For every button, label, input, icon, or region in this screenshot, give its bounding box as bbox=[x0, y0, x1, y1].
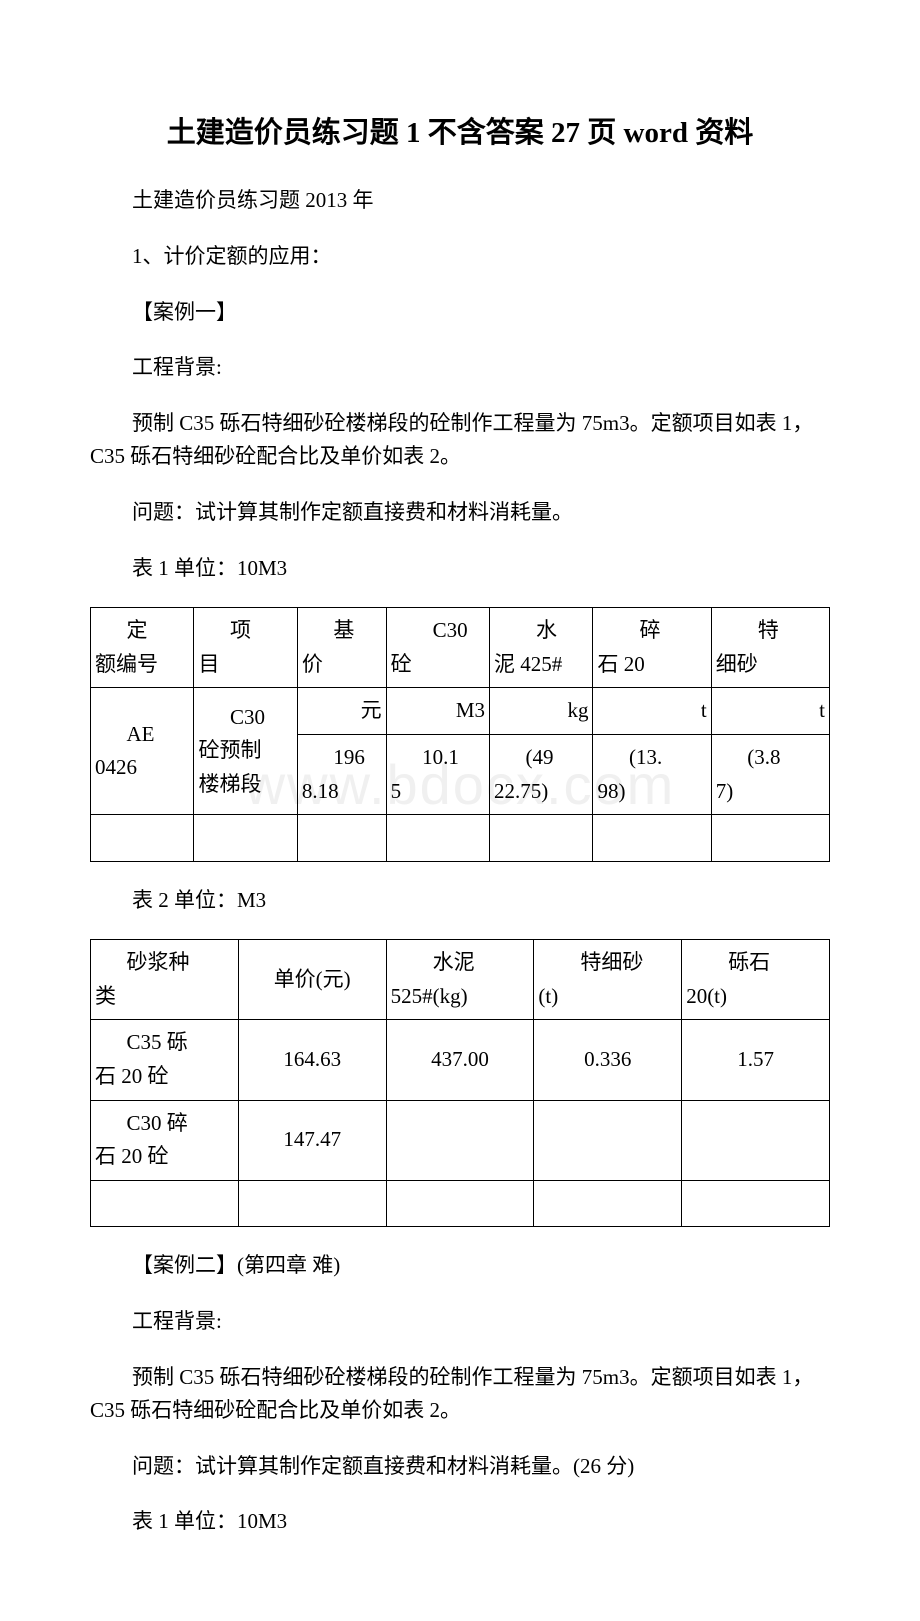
table-row bbox=[91, 1180, 830, 1227]
table-cell: 砂浆种类 bbox=[91, 940, 239, 1020]
table-cell bbox=[91, 815, 194, 862]
table-cell: C30 碎石 20 砼 bbox=[91, 1100, 239, 1180]
table-cell bbox=[91, 1180, 239, 1227]
table-cell: 164.63 bbox=[238, 1020, 386, 1100]
case1-label: 【案例一】 bbox=[90, 296, 830, 330]
table-cell: 437.00 bbox=[386, 1020, 534, 1100]
table-cell: (4922.75) bbox=[490, 734, 593, 814]
background-label-1: 工程背景: bbox=[90, 351, 830, 385]
table-cell bbox=[490, 815, 593, 862]
table-cell: kg bbox=[490, 688, 593, 735]
table-2: 砂浆种类 单价(元) 水泥525#(kg) 特细砂(t) 砾石20(t) C35… bbox=[90, 939, 830, 1227]
table-cell: 砾石20(t) bbox=[682, 940, 830, 1020]
question-2: 问题：试计算其制作定额直接费和材料消耗量。(26 分) bbox=[90, 1450, 830, 1484]
table-cell bbox=[238, 1180, 386, 1227]
table-cell: C30砼 bbox=[386, 608, 489, 688]
table-row: C35 砾石 20 砼 164.63 437.00 0.336 1.57 bbox=[91, 1020, 830, 1100]
table-cell: C30砼预制楼梯段 bbox=[194, 688, 297, 815]
table-cell bbox=[593, 815, 711, 862]
table-cell: 特细砂(t) bbox=[534, 940, 682, 1020]
case2-label: 【案例二】(第四章 难) bbox=[90, 1249, 830, 1283]
table-cell bbox=[386, 1180, 534, 1227]
table-cell: 0.336 bbox=[534, 1020, 682, 1100]
table-row: AE0426 C30砼预制楼梯段 元 M3 kg t t bbox=[91, 688, 830, 735]
table-cell bbox=[534, 1180, 682, 1227]
table-row: 砂浆种类 单价(元) 水泥525#(kg) 特细砂(t) 砾石20(t) bbox=[91, 940, 830, 1020]
table-cell: (13.98) bbox=[593, 734, 711, 814]
table-cell bbox=[682, 1100, 830, 1180]
question-1: 问题：试计算其制作定额直接费和材料消耗量。 bbox=[90, 496, 830, 530]
table-cell bbox=[297, 815, 386, 862]
table-cell: 水泥525#(kg) bbox=[386, 940, 534, 1020]
table-cell bbox=[194, 815, 297, 862]
table-row bbox=[91, 815, 830, 862]
table-cell: 147.47 bbox=[238, 1100, 386, 1180]
table-cell: 特细砂 bbox=[711, 608, 829, 688]
table1-caption: 表 1 单位：10M3 bbox=[90, 552, 830, 586]
table-cell: 元 bbox=[297, 688, 386, 735]
table-cell: 水泥 425# bbox=[490, 608, 593, 688]
table-cell: AE0426 bbox=[91, 688, 194, 815]
item-1: 1、计价定额的应用： bbox=[90, 240, 830, 274]
table-cell: M3 bbox=[386, 688, 489, 735]
table-cell: 单价(元) bbox=[238, 940, 386, 1020]
table-row: C30 碎石 20 砼 147.47 bbox=[91, 1100, 830, 1180]
background-text-1: 预制 C35 砾石特细砂砼楼梯段的砼制作工程量为 75m3。定额项目如表 1，C… bbox=[90, 407, 830, 474]
table-cell: 基价 bbox=[297, 608, 386, 688]
table-cell: (3.87) bbox=[711, 734, 829, 814]
page-title: 土建造价员练习题 1 不含答案 27 页 word 资料 bbox=[90, 110, 830, 156]
table-cell bbox=[386, 1100, 534, 1180]
table-cell: 项目 bbox=[194, 608, 297, 688]
table-cell: t bbox=[593, 688, 711, 735]
table2-caption: 表 2 单位：M3 bbox=[90, 884, 830, 918]
table-cell: 1.57 bbox=[682, 1020, 830, 1100]
table-cell: 10.15 bbox=[386, 734, 489, 814]
table-cell bbox=[386, 815, 489, 862]
table-cell: C35 砾石 20 砼 bbox=[91, 1020, 239, 1100]
table-cell: 1968.18 bbox=[297, 734, 386, 814]
table-cell: 碎石 20 bbox=[593, 608, 711, 688]
background-text-2: 预制 C35 砾石特细砂砼楼梯段的砼制作工程量为 75m3。定额项目如表 1，C… bbox=[90, 1361, 830, 1428]
intro-text: 土建造价员练习题 2013 年 bbox=[90, 184, 830, 218]
table-cell: t bbox=[711, 688, 829, 735]
table1-caption-2: 表 1 单位：10M3 bbox=[90, 1505, 830, 1539]
table-cell bbox=[711, 815, 829, 862]
table-1: 定额编号 项目 基价 C30砼 水泥 425# 碎石 20 特细砂 AE0426… bbox=[90, 607, 830, 862]
table-cell bbox=[534, 1100, 682, 1180]
table-cell: 定额编号 bbox=[91, 608, 194, 688]
background-label-2: 工程背景: bbox=[90, 1305, 830, 1339]
table-cell bbox=[682, 1180, 830, 1227]
table-row: 定额编号 项目 基价 C30砼 水泥 425# 碎石 20 特细砂 bbox=[91, 608, 830, 688]
document-content: www.bdocx.com 土建造价员练习题 1 不含答案 27 页 word … bbox=[90, 110, 830, 1539]
